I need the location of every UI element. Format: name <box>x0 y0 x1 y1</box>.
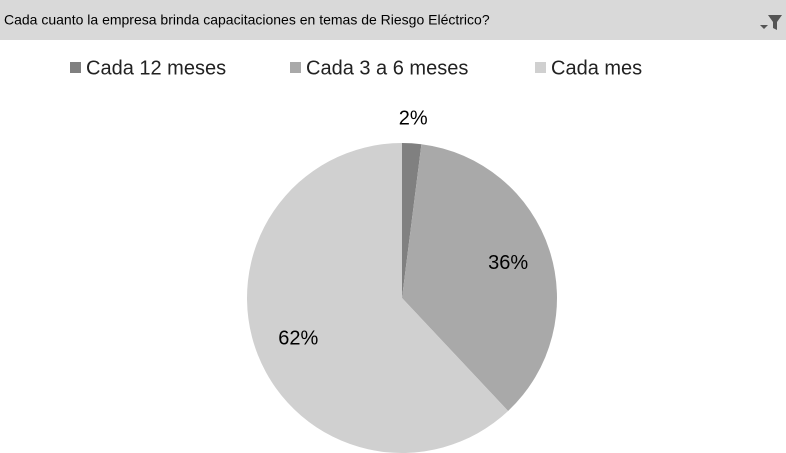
legend-label: Cada 12 meses <box>86 57 226 79</box>
dropdown-arrow <box>760 25 768 29</box>
legend-label: Cada 3 a 6 meses <box>306 57 468 79</box>
pie-slice <box>247 143 509 453</box>
pie-slice <box>402 144 557 411</box>
header-bar <box>0 0 786 40</box>
legend-swatch <box>535 62 546 73</box>
chart-title: Cada cuanto la empresa brinda capacitaci… <box>4 12 490 28</box>
filter-icon <box>768 15 782 30</box>
data-label: 62% <box>278 327 318 349</box>
legend-swatch <box>290 62 301 73</box>
pie-slice <box>402 143 422 298</box>
legend-label: Cada mes <box>551 57 642 79</box>
data-label: 36% <box>488 252 528 274</box>
legend-swatch <box>70 62 81 73</box>
data-label: 2% <box>399 108 428 130</box>
filter-button[interactable] <box>760 15 782 30</box>
